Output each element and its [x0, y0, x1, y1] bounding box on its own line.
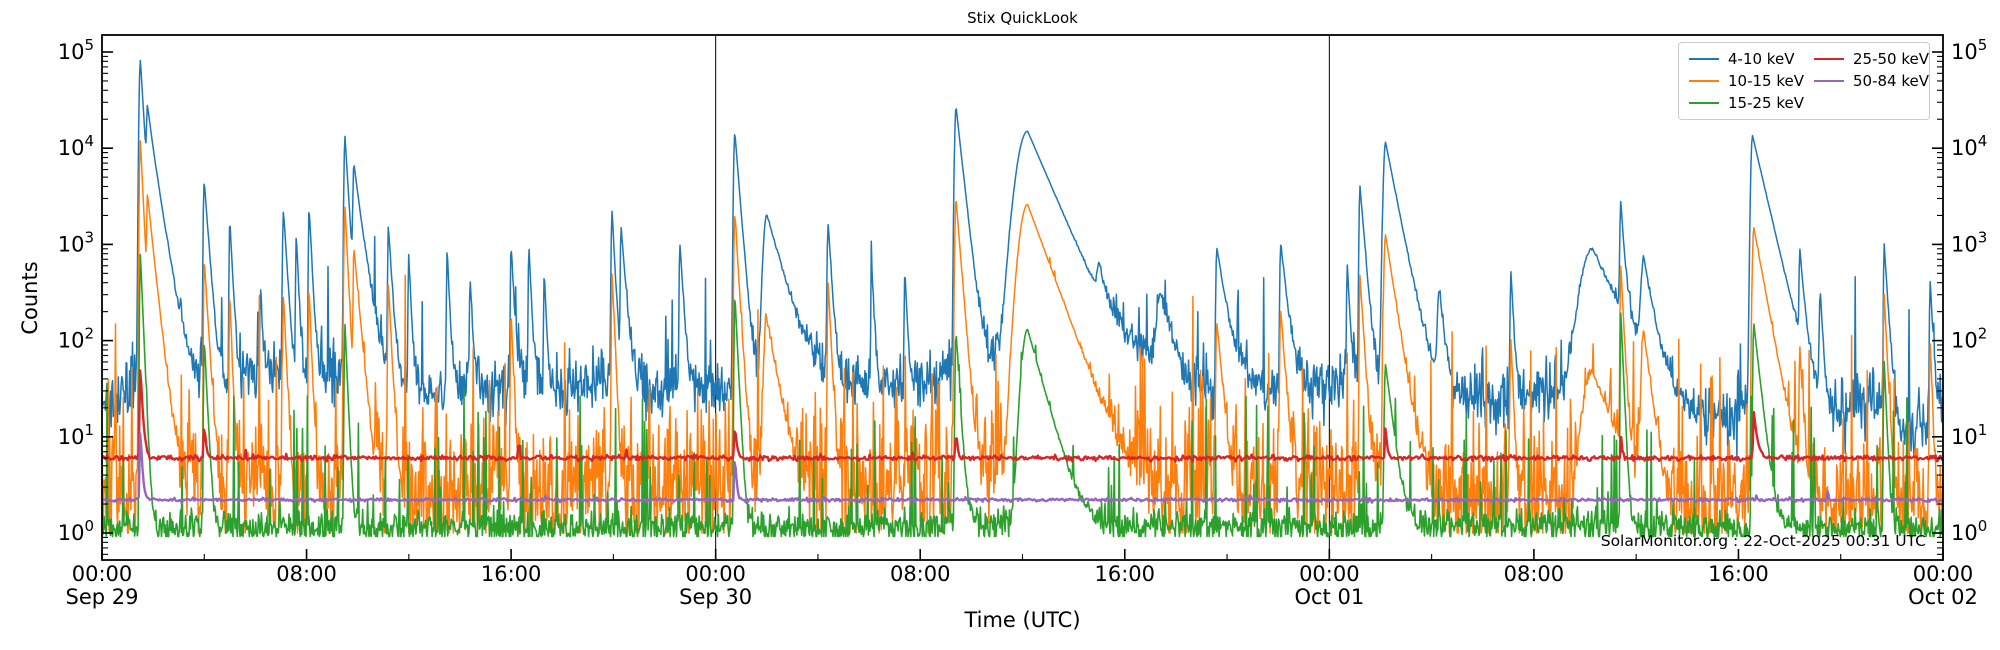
legend-label: 10-15 keV — [1728, 72, 1804, 90]
series-line-50-84-kev — [102, 432, 1943, 505]
y-tick-label-right: 102 — [1951, 325, 1987, 353]
x-axis-label: Time (UTC) — [964, 608, 1081, 632]
legend-line-swatch — [1814, 57, 1844, 61]
x-tick-label: 00:00 — [1299, 562, 1360, 586]
x-tick-label: 08:00 — [890, 562, 951, 586]
legend-item-50-84-kev: 50-84 keV — [1814, 70, 1929, 92]
x-date-label: Oct 01 — [1294, 585, 1364, 609]
series-line-4-10-kev — [102, 59, 1943, 459]
y-tick-label-left: 105 — [58, 36, 94, 64]
y-axis-label: Counts — [18, 261, 42, 335]
y-tick-label-right: 105 — [1951, 36, 1987, 64]
x-tick-label: 08:00 — [276, 562, 337, 586]
legend-item-25-50-kev: 25-50 keV — [1814, 48, 1929, 70]
legend-line-swatch — [1689, 57, 1719, 61]
y-tick-label-left: 100 — [58, 517, 94, 545]
watermark-text: SolarMonitor.org : 22-Oct-2025 00:31 UTC — [1600, 532, 1926, 550]
y-axis-ticks: 100 100 101 101 102 102 103 103 104 104 105 105 — [58, 36, 1987, 555]
chart-title: Stix QuickLook — [967, 9, 1078, 27]
x-tick-label: 16:00 — [1095, 562, 1156, 586]
y-tick-label-left: 104 — [58, 132, 94, 160]
legend-item-4-10-kev: 4-10 keV — [1689, 48, 1804, 70]
x-tick-label: 16:00 — [481, 562, 542, 586]
y-tick-label-right: 101 — [1951, 421, 1987, 449]
legend-item-10-15-kev: 10-15 keV — [1689, 70, 1804, 92]
legend: 4-10 keV 10-15 keV 15-25 keV 25-50 keV 50-84… — [1678, 42, 1930, 120]
x-tick-label: 16:00 — [1708, 562, 1769, 586]
legend-label: 4-10 keV — [1728, 50, 1795, 68]
legend-label: 50-84 keV — [1853, 72, 1929, 90]
x-date-label: Oct 02 — [1908, 585, 1978, 609]
x-date-label: Sep 29 — [66, 585, 139, 609]
y-tick-label-right: 100 — [1951, 517, 1987, 545]
legend-label: 15-25 keV — [1728, 94, 1804, 112]
y-tick-label-left: 103 — [58, 228, 94, 256]
x-date-label: Sep 30 — [679, 585, 752, 609]
y-tick-label-right: 104 — [1951, 132, 1987, 160]
legend-line-swatch — [1689, 101, 1719, 105]
series-line-15-25-kev — [102, 253, 1943, 538]
legend-line-swatch — [1689, 79, 1719, 83]
x-tick-label: 08:00 — [1504, 562, 1565, 586]
y-tick-label-left: 101 — [58, 421, 94, 449]
series-line-25-50-kev — [102, 369, 1943, 463]
y-tick-label-left: 102 — [58, 325, 94, 353]
y-tick-label-right: 103 — [1951, 228, 1987, 256]
legend-label: 25-50 keV — [1853, 50, 1929, 68]
legend-item-15-25-kev: 15-25 keV — [1689, 92, 1804, 114]
legend-line-swatch — [1814, 79, 1844, 83]
x-tick-label: 00:00 — [685, 562, 746, 586]
x-tick-label: 00:00 — [1913, 562, 1974, 586]
x-tick-label: 00:00 — [72, 562, 133, 586]
series-lines — [102, 59, 1943, 538]
